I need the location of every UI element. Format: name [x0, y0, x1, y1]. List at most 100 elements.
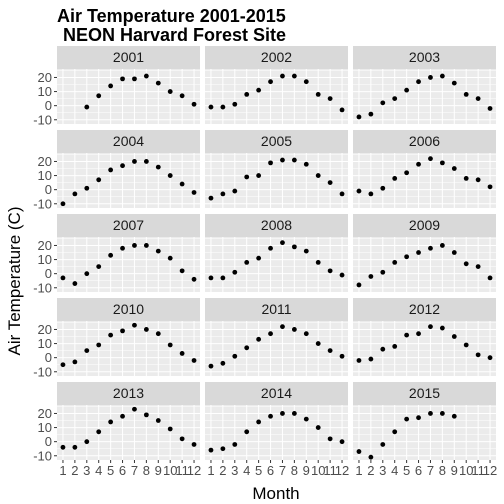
x-tick-label: 7	[427, 463, 434, 478]
y-tick-label: 20	[38, 322, 52, 337]
x-tick-label: 8	[439, 463, 446, 478]
x-tick-label: 3	[83, 463, 90, 478]
data-point	[143, 159, 149, 164]
facet-plot-area	[353, 153, 496, 208]
data-point	[167, 89, 173, 94]
y-tick-label: 0	[45, 98, 52, 113]
data-point	[380, 100, 386, 106]
y-tick-label: 20	[38, 70, 52, 85]
data-point	[132, 159, 137, 164]
y-tick-label: 0	[45, 182, 52, 197]
data-point	[368, 356, 374, 362]
data-point	[291, 73, 297, 79]
data-point	[368, 111, 374, 117]
data-point	[303, 416, 309, 422]
data-point	[60, 201, 66, 207]
data-point	[392, 96, 398, 102]
facet-strip	[353, 46, 496, 69]
facet-strip-label: 2010	[113, 301, 144, 317]
data-point	[416, 331, 421, 337]
data-point	[463, 342, 469, 348]
x-tick-label: 1	[207, 463, 214, 478]
data-point	[84, 185, 90, 191]
y-tick-label: 20	[38, 238, 52, 253]
data-point	[256, 173, 262, 178]
data-point	[291, 327, 297, 332]
data-point	[368, 274, 374, 279]
data-point	[244, 345, 250, 351]
data-point	[84, 104, 90, 110]
data-point	[463, 261, 469, 267]
data-point	[167, 255, 173, 261]
facet-strip-label: 2001	[113, 49, 144, 65]
x-tick-label: 12	[187, 463, 201, 478]
y-tick-label: -10	[33, 196, 52, 211]
data-point	[256, 419, 262, 425]
data-point	[155, 164, 161, 170]
data-point	[475, 352, 481, 358]
data-point	[120, 328, 125, 334]
data-point	[132, 322, 137, 328]
x-tick-label: 3	[231, 463, 238, 478]
data-point	[167, 426, 173, 432]
facet-strip-label: 2007	[113, 217, 144, 233]
y-tick-label: 10	[38, 84, 52, 99]
data-point	[268, 331, 273, 337]
x-tick-label: 7	[131, 463, 138, 478]
data-point	[60, 444, 66, 450]
x-tick-label: 10	[311, 463, 325, 478]
x-tick-label: 8	[291, 463, 298, 478]
data-point	[439, 243, 445, 248]
data-point	[291, 244, 297, 250]
x-tick-label: 11	[471, 463, 485, 478]
data-point	[220, 104, 226, 110]
y-tick-label: 10	[38, 420, 52, 435]
data-point	[392, 343, 398, 349]
data-point	[143, 243, 149, 248]
data-point	[280, 324, 285, 330]
data-point	[303, 161, 309, 167]
x-tick-label: 10	[163, 463, 177, 478]
facet-plot-area	[205, 237, 348, 292]
y-tick-label: 10	[38, 252, 52, 267]
data-point	[96, 342, 102, 348]
data-point	[439, 325, 445, 331]
data-point	[451, 250, 457, 255]
data-point	[232, 442, 238, 447]
data-point	[356, 358, 362, 363]
facet-strip	[205, 298, 348, 321]
data-point	[380, 442, 386, 447]
data-point	[392, 429, 398, 435]
data-point	[167, 342, 173, 348]
data-point	[416, 79, 421, 85]
data-point	[256, 255, 262, 261]
y-tick-label: 20	[38, 154, 52, 169]
data-point	[72, 359, 78, 365]
x-tick-label: 6	[119, 463, 126, 478]
facet-strip-label: 2006	[409, 133, 440, 149]
data-point	[439, 160, 445, 166]
data-point	[96, 264, 102, 270]
data-point	[380, 346, 386, 352]
data-point	[191, 358, 197, 363]
data-point	[291, 157, 297, 163]
y-tick-label: 0	[45, 266, 52, 281]
x-tick-label: 5	[403, 463, 410, 478]
data-point	[220, 191, 226, 197]
x-tick-label: 12	[335, 463, 349, 478]
data-point	[439, 73, 445, 79]
x-tick-label: 10	[459, 463, 473, 478]
data-point	[208, 363, 214, 369]
y-tick-label: 0	[45, 350, 52, 365]
y-tick-label: 10	[38, 336, 52, 351]
data-point	[327, 348, 333, 354]
data-point	[439, 411, 445, 416]
data-point	[244, 429, 250, 435]
data-point	[356, 114, 362, 120]
y-tick-label: -10	[33, 364, 52, 379]
data-point	[428, 75, 433, 80]
